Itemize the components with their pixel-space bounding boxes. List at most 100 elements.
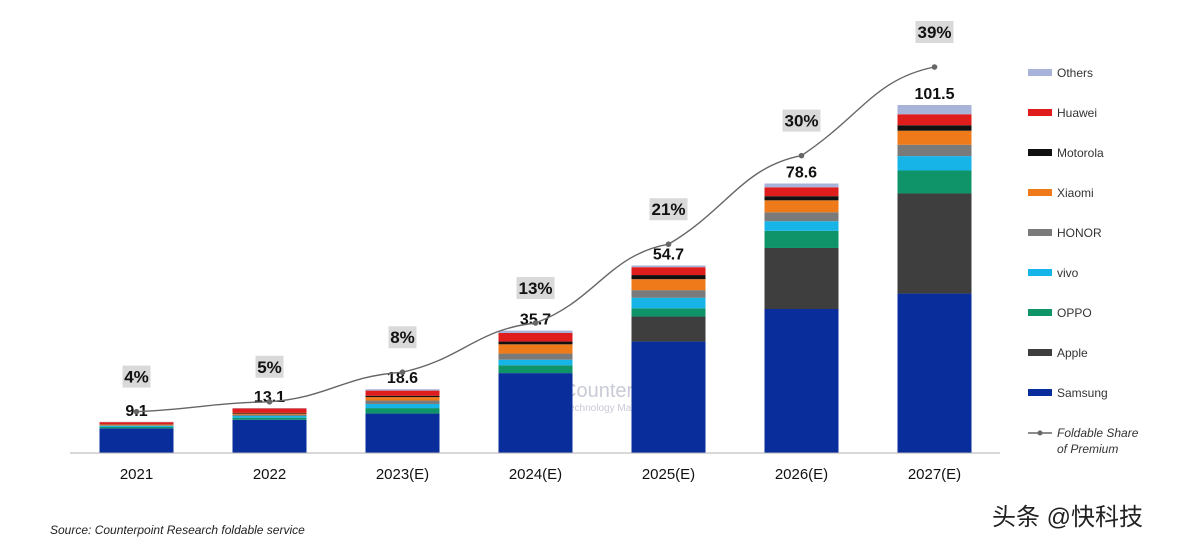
- bar-samsung-2024-e: [498, 373, 573, 453]
- bar-samsung-2021: [99, 428, 174, 453]
- legend-label-others: Others: [1057, 66, 1093, 80]
- bar-vivo-2023-e: [365, 403, 440, 409]
- share-label-2025-e: 21%: [651, 200, 685, 219]
- bar-motorola-2024-e: [498, 341, 573, 345]
- bar-motorola-2025-e: [631, 275, 706, 280]
- share-point-2026-e: [798, 152, 805, 159]
- share-label-2021: 4%: [124, 368, 149, 387]
- bar-xiaomi-2026-e: [764, 200, 839, 213]
- legend-label-samsung: Samsung: [1057, 386, 1108, 400]
- share-label-2022: 5%: [257, 358, 282, 377]
- share-label-bg-2024-e: [516, 277, 555, 299]
- bar-others-2027-e: [897, 105, 972, 115]
- legend-swatch-oppo: [1028, 309, 1052, 316]
- share-point-2021: [133, 408, 140, 415]
- bar-oppo-2025-e: [631, 308, 706, 317]
- share-point-2025-e: [665, 241, 672, 248]
- bar-motorola-2022: [232, 412, 307, 414]
- bar-huawei-2022: [232, 408, 307, 413]
- legend-swatch-share-point: [1037, 430, 1043, 436]
- total-label-2025-e: 54.7: [653, 246, 684, 263]
- bar-huawei-2021: [99, 422, 174, 425]
- bar-motorola-2026-e: [764, 196, 839, 201]
- bar-samsung-2026-e: [764, 309, 839, 453]
- bar-vivo-2024-e: [498, 359, 573, 366]
- bar-samsung-2022: [232, 419, 307, 453]
- x-tick-labels: 2021 2022 2023(E) 2024(E) 2025(E) 2026(E) 2027…: [120, 466, 961, 483]
- share-label-bg-2022: [255, 355, 284, 378]
- x-tick-2025-e: 2025(E): [642, 466, 695, 483]
- share-label-bg-2021: [122, 365, 151, 388]
- legend-swatch-samsung: [1028, 389, 1052, 396]
- bar-oppo-2026-e: [764, 230, 839, 248]
- bar-oppo-2022: [232, 417, 307, 420]
- legend-label-motorola: Motorola: [1057, 146, 1104, 160]
- legend-swatch-apple: [1028, 349, 1052, 356]
- share-label-bg-2027-e: [915, 21, 954, 43]
- share-point-2022: [266, 398, 273, 405]
- bar-xiaomi-2022: [232, 413, 307, 415]
- total-label-2026-e: 78.6: [786, 165, 817, 182]
- bar-motorola-2023-e: [365, 395, 440, 398]
- bar-apple-2025-e: [631, 316, 706, 342]
- legend-label-apple: Apple: [1057, 346, 1088, 360]
- legend-swatch-motorola: [1028, 149, 1052, 156]
- x-tick-2023-e: 2023(E): [376, 466, 429, 483]
- bar-honor-2022: [232, 414, 307, 416]
- total-label-2024-e: 35.7: [520, 312, 551, 329]
- bar-vivo-2021: [99, 425, 174, 427]
- legend-label-share-1: Foldable Share: [1057, 426, 1139, 440]
- legend-swatch-honor: [1028, 229, 1052, 236]
- bar-samsung-2025-e: [631, 341, 706, 453]
- bar-vivo-2022: [232, 415, 307, 418]
- share-point-2023-e: [399, 369, 406, 376]
- bar-oppo-2027-e: [897, 170, 972, 194]
- share-label-2027-e: 39%: [917, 23, 951, 42]
- share-label-2023-e: 8%: [390, 328, 415, 347]
- bar-honor-2025-e: [631, 290, 706, 298]
- bar-samsung-2027-e: [897, 293, 972, 453]
- bar-honor-2027-e: [897, 144, 972, 157]
- bar-oppo-2024-e: [498, 365, 573, 374]
- bar-xiaomi-2024-e: [498, 344, 573, 354]
- bar-vivo-2025-e: [631, 297, 706, 309]
- share-label-bg-2023-e: [388, 326, 417, 349]
- source-note: Source: Counterpoint Research foldable s…: [50, 523, 305, 537]
- credit-watermark: 头条 @快科技: [992, 504, 1144, 531]
- bar-vivo-2026-e: [764, 221, 839, 231]
- bar-xiaomi-2023-e: [365, 397, 440, 401]
- x-tick-2024-e: 2024(E): [509, 466, 562, 483]
- legend-label-honor: HONOR: [1057, 226, 1102, 240]
- bar-huawei-2025-e: [631, 267, 706, 276]
- legend-label-oppo: OPPO: [1057, 306, 1092, 320]
- x-tick-2026-e: 2026(E): [775, 466, 828, 483]
- share-point-2027-e: [931, 64, 938, 70]
- x-tick-2027-e: 2027(E): [908, 466, 961, 483]
- bar-oppo-2021: [99, 426, 174, 429]
- x-tick-2022: 2022: [253, 466, 286, 483]
- bar-apple-2026-e: [764, 247, 839, 309]
- bar-motorola-2027-e: [897, 125, 972, 131]
- legend-swatch-vivo: [1028, 269, 1052, 276]
- share-label-2026-e: 30%: [784, 112, 818, 131]
- bar-others-2026-e: [764, 183, 839, 188]
- share-label-bg-2026-e: [782, 109, 821, 132]
- bar-xiaomi-2021: [99, 424, 174, 426]
- legend-label-xiaomi: Xiaomi: [1057, 186, 1094, 200]
- bar-huawei-2027-e: [897, 114, 972, 126]
- share-line-layer: 4% 5% 8% 13% 21% 30% 39%: [122, 21, 954, 415]
- bar-huawei-2026-e: [764, 187, 839, 197]
- bar-huawei-2024-e: [498, 333, 573, 342]
- share-label-bg-2025-e: [649, 198, 688, 221]
- legend-swatch-others: [1028, 69, 1052, 76]
- bar-others-2024-e: [498, 330, 573, 333]
- legend-label-share-2: of Premium: [1057, 442, 1118, 456]
- bar-oppo-2023-e: [365, 408, 440, 414]
- share-point-2024-e: [532, 320, 539, 326]
- legend-swatch-xiaomi: [1028, 189, 1052, 196]
- bar-honor-2024-e: [498, 353, 573, 360]
- bar-samsung-2023-e: [365, 413, 440, 453]
